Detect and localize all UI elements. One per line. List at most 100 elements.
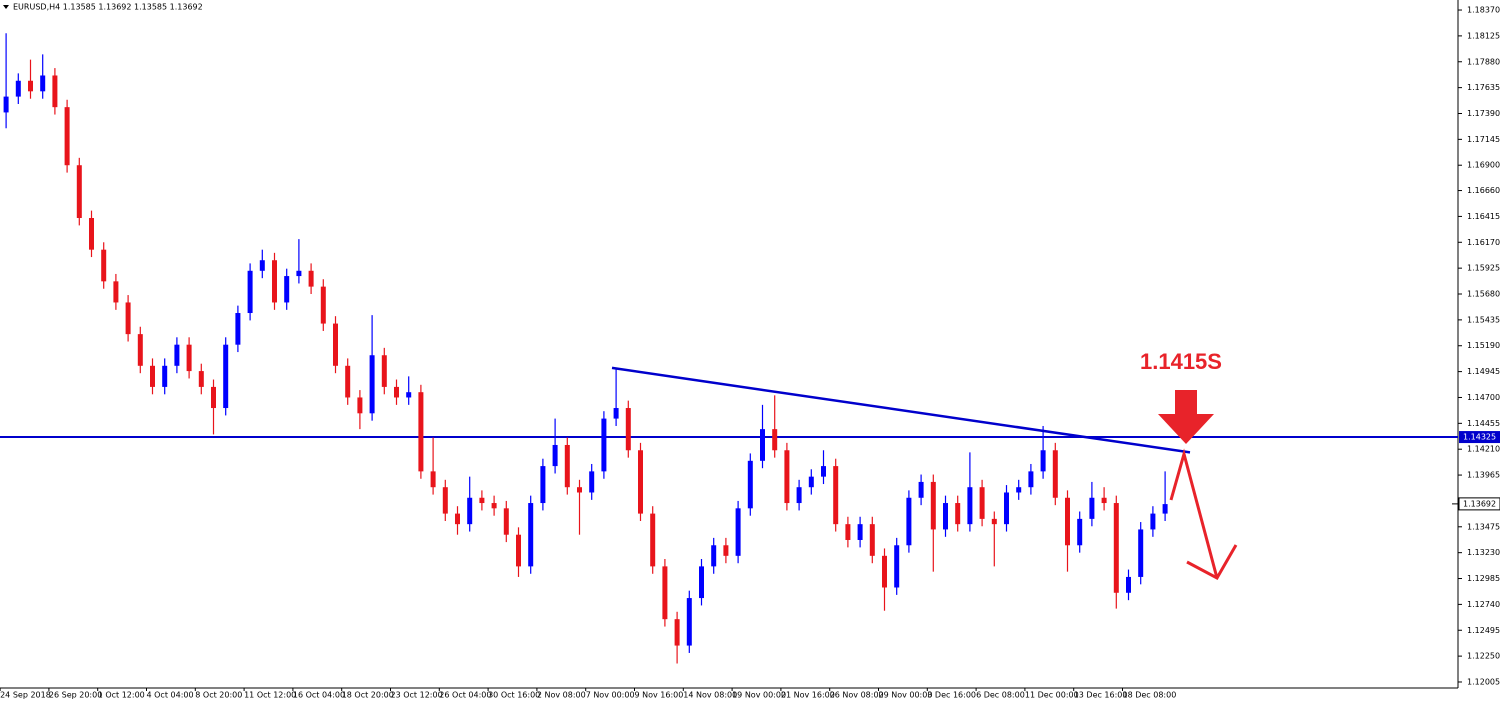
y-tick-label: 1.15435 <box>1467 315 1500 324</box>
candle-body <box>52 75 58 108</box>
y-tick-label: 1.16900 <box>1467 161 1500 170</box>
candle-body <box>284 276 290 303</box>
candle-body <box>808 476 814 488</box>
y-tick-label: 1.14945 <box>1467 367 1500 376</box>
candle-body <box>601 418 607 472</box>
candle-body <box>186 344 192 372</box>
y-tick-label: 1.12740 <box>1467 600 1500 609</box>
candle-body <box>662 566 668 620</box>
candle-body <box>162 365 168 387</box>
candle-body <box>1040 450 1046 472</box>
candle-body <box>894 545 900 588</box>
candle-body <box>979 487 985 519</box>
x-tick-label: 23 Oct 12:00 <box>391 691 443 700</box>
candle-body <box>528 503 534 567</box>
candle-body <box>333 323 338 366</box>
candle-body <box>1126 576 1131 593</box>
candle-body <box>15 80 21 97</box>
candle-body <box>235 313 241 345</box>
candle-body <box>40 75 46 92</box>
x-tick-label: 7 Nov 00:00 <box>586 691 635 700</box>
candle-body <box>869 524 875 556</box>
candle-body <box>918 481 924 498</box>
candle-body <box>577 487 582 493</box>
x-tick-label: 9 Nov 16:00 <box>635 691 684 700</box>
candle-body <box>784 450 790 504</box>
plot-area <box>0 0 1458 688</box>
candle-body <box>28 80 33 92</box>
x-tick-label: 8 Oct 20:00 <box>195 691 242 700</box>
y-tick-label: 1.12005 <box>1467 677 1500 686</box>
x-tick-label: 4 Oct 04:00 <box>147 691 194 700</box>
y-tick-label: 1.14455 <box>1467 419 1500 428</box>
candle-body <box>772 429 778 451</box>
candle-body <box>296 270 302 277</box>
candle-body <box>699 566 704 599</box>
x-tick-label: 29 Nov 00:00 <box>879 691 933 700</box>
candle-body <box>686 598 692 646</box>
candle-body <box>638 450 643 514</box>
y-tick-label: 1.16660 <box>1467 186 1500 195</box>
candle-body <box>101 249 107 282</box>
candle-body <box>833 466 839 525</box>
candle-body <box>1138 529 1144 577</box>
x-tick-label: 18 Oct 20:00 <box>342 691 394 700</box>
candle-body <box>430 471 436 488</box>
y-tick-label: 1.17145 <box>1467 135 1500 144</box>
candle-body <box>381 355 387 387</box>
candle-body <box>223 344 229 409</box>
candle-body <box>747 460 753 509</box>
y-tick-label: 1.17390 <box>1467 109 1500 118</box>
candle-body <box>3 96 9 113</box>
x-tick-label: 2 Nov 08:00 <box>537 691 586 700</box>
candle-body <box>943 503 948 530</box>
candle-body <box>503 508 509 535</box>
chart-header: EURUSD,H4 1.13585 1.13692 1.13585 1.1369… <box>13 3 203 12</box>
y-tick-label: 1.13230 <box>1467 548 1500 557</box>
candle-body <box>442 487 448 514</box>
candle-body <box>857 524 863 540</box>
last-price-box <box>1458 497 1500 511</box>
candle-body <box>796 487 802 504</box>
level-label-box <box>1459 431 1500 444</box>
forecast-arrowhead <box>1186 544 1238 581</box>
x-tick-label: 30 Oct 16:00 <box>488 691 540 700</box>
candle-body <box>357 397 363 414</box>
x-tick-label: 6 Dec 08:00 <box>976 691 1025 700</box>
candle-body <box>991 518 997 525</box>
candle-body <box>760 429 765 461</box>
x-tick-label: 26 Nov 08:00 <box>830 691 884 700</box>
x-tick-label: 11 Oct 12:00 <box>244 691 296 700</box>
candle-body <box>1016 487 1022 493</box>
candle-body <box>821 466 826 477</box>
y-tick-label: 1.12250 <box>1467 652 1500 661</box>
candle-body <box>491 503 497 509</box>
candle-body <box>137 334 143 366</box>
level-label: 1.14325 <box>1463 433 1496 442</box>
y-tick-label: 1.15680 <box>1467 290 1500 299</box>
candle-body <box>516 534 521 567</box>
candle-body <box>467 497 473 525</box>
candle-body <box>211 386 216 409</box>
candle-body <box>76 165 82 219</box>
y-tick-label: 1.17635 <box>1467 83 1500 92</box>
candle-body <box>711 545 717 567</box>
candle-body <box>930 481 936 530</box>
y-tick-label: 1.15925 <box>1467 264 1500 273</box>
candle-body <box>1089 497 1095 519</box>
candle-body <box>455 513 460 525</box>
x-tick-label: 18 Dec 08:00 <box>1123 691 1177 700</box>
annotation: 1.1415S <box>1140 349 1222 374</box>
candle-body <box>1077 518 1083 546</box>
y-tick-label: 1.16415 <box>1467 212 1500 221</box>
candle-body <box>882 555 887 588</box>
candle-body <box>967 487 973 525</box>
candle-body <box>1101 497 1107 504</box>
candle-body <box>394 386 399 398</box>
trendline <box>611 366 1191 454</box>
candle-body <box>308 270 314 287</box>
candle-body <box>613 408 619 419</box>
y-tick-label: 1.13475 <box>1467 522 1500 531</box>
candle-body <box>247 270 253 314</box>
